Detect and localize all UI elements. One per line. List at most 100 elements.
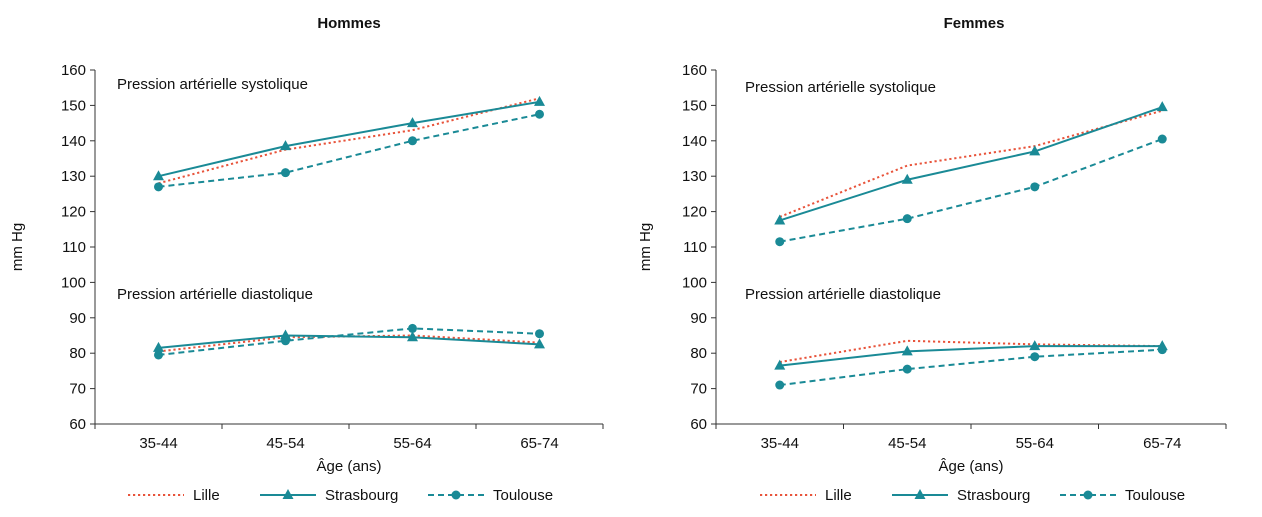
legend-marker: [451, 490, 461, 500]
legend-marker: [282, 489, 294, 499]
legend-item-lille: Lille: [760, 487, 852, 504]
series-line-strasbourg-diastolique: [158, 334, 540, 349]
x-tick-label: 35-44: [139, 435, 177, 452]
legend-label: Strasbourg: [957, 487, 1030, 504]
data-point-toulouse-diastolique: [408, 323, 417, 333]
data-point-toulouse-systolique: [535, 109, 544, 119]
y-tick-label: 70: [69, 381, 86, 398]
data-point-toulouse-diastolique: [154, 350, 163, 360]
x-axis-label: Âge (ans): [938, 458, 1003, 475]
y-tick-label: 80: [690, 345, 707, 362]
legend-item-strasbourg: Strasbourg: [892, 487, 1030, 504]
data-point-toulouse-diastolique: [902, 364, 912, 374]
annotation-systolic: Pression artérielle systolique: [117, 76, 308, 93]
y-tick-label: 110: [62, 239, 86, 256]
x-axis-label: Âge (ans): [316, 458, 381, 475]
y-axis-label: mm Hg: [637, 223, 654, 271]
data-point-toulouse-diastolique: [281, 336, 290, 346]
legend-item-toulouse: Toulouse: [428, 487, 553, 504]
x-tick-label: 55-64: [1016, 435, 1054, 452]
data-point-toulouse-systolique: [775, 237, 785, 247]
data-point-strasbourg-systolique: [153, 170, 164, 181]
data-point-toulouse-diastolique: [775, 380, 785, 390]
legend-item-strasbourg: Strasbourg: [260, 487, 398, 504]
data-point-toulouse-systolique: [1157, 134, 1167, 144]
data-point-strasbourg-systolique: [901, 173, 913, 184]
y-axis-label: mm Hg: [9, 223, 26, 271]
data-point-toulouse-systolique: [408, 136, 417, 146]
y-tick-label: 150: [61, 97, 86, 114]
x-tick-label: 55-64: [393, 435, 431, 452]
x-tick-label: 65-74: [1143, 435, 1181, 452]
data-point-strasbourg-systolique: [407, 117, 418, 128]
legend-marker: [914, 489, 926, 499]
y-tick-label: 70: [690, 381, 707, 398]
y-tick-label: 90: [69, 310, 86, 327]
data-point-strasbourg-diastolique: [534, 338, 545, 349]
data-point-toulouse-diastolique: [535, 329, 544, 339]
legend-label: Toulouse: [1125, 487, 1185, 504]
data-point-toulouse-diastolique: [1030, 352, 1040, 362]
series-line-toulouse-diastolique: [779, 348, 1163, 387]
annotation-diastolic: Pression artérielle diastolique: [117, 286, 313, 303]
y-tick-label: 160: [61, 62, 86, 79]
legend-marker: [1083, 490, 1093, 500]
data-point-strasbourg-diastolique: [280, 329, 291, 340]
chart-title: Hommes: [317, 15, 380, 32]
series-line-toulouse-diastolique: [158, 327, 540, 356]
data-point-strasbourg-diastolique: [407, 331, 418, 342]
data-point-toulouse-diastolique: [1157, 345, 1167, 355]
chart-panel-0: Hommes 60 70 80 90 100 110 120 130 140 150 160 35-44…: [9, 15, 604, 504]
y-tick-label: 150: [682, 97, 707, 114]
legend-label: Lille: [825, 487, 852, 504]
y-tick-label: 60: [690, 416, 707, 433]
y-tick-label: 100: [61, 274, 86, 291]
y-tick-label: 120: [682, 204, 707, 221]
data-point-strasbourg-diastolique: [153, 341, 164, 352]
y-tick-label: 130: [682, 168, 707, 185]
legend-label: Toulouse: [493, 487, 553, 504]
x-tick-label: 45-54: [888, 435, 926, 452]
data-point-strasbourg-systolique: [1029, 145, 1041, 156]
y-tick-label: 120: [61, 204, 86, 221]
data-point-toulouse-systolique: [154, 182, 163, 192]
series-line-strasbourg-diastolique: [779, 345, 1163, 367]
data-point-strasbourg-systolique: [774, 214, 786, 225]
legend-item-toulouse: Toulouse: [1060, 487, 1185, 504]
x-tick-label: 65-74: [520, 435, 558, 452]
legend-item-lille: Lille: [128, 487, 220, 504]
series-line-lille-systolique: [158, 97, 540, 185]
y-tick-label: 160: [682, 62, 707, 79]
legend-label: Strasbourg: [325, 487, 398, 504]
y-tick-label: 90: [690, 310, 707, 327]
annotation-diastolic: Pression artérielle diastolique: [745, 286, 941, 303]
data-point-strasbourg-systolique: [280, 140, 291, 151]
series-line-toulouse-systolique: [158, 113, 540, 188]
series-line-lille-systolique: [779, 109, 1163, 218]
x-tick-label: 35-44: [761, 435, 799, 452]
y-tick-label: 140: [682, 133, 707, 150]
legend-label: Lille: [193, 487, 220, 504]
data-point-toulouse-systolique: [902, 214, 912, 224]
y-tick-label: 80: [69, 345, 86, 362]
data-point-strasbourg-diastolique: [1029, 340, 1041, 351]
data-point-strasbourg-diastolique: [901, 345, 913, 356]
y-tick-label: 140: [61, 133, 86, 150]
chart-panel-1: Femmes 60 70 80 90 100 110 120 130 140 150 160 35-44…: [637, 15, 1227, 504]
x-tick-label: 45-54: [266, 435, 304, 452]
chart-title: Femmes: [944, 15, 1005, 32]
y-tick-label: 100: [682, 274, 707, 291]
series-line-lille-diastolique: [158, 334, 540, 353]
data-point-strasbourg-systolique: [1156, 101, 1168, 112]
y-tick-label: 110: [683, 239, 707, 256]
data-point-toulouse-systolique: [281, 168, 290, 178]
data-point-strasbourg-diastolique: [774, 359, 786, 370]
series-line-strasbourg-systolique: [779, 106, 1163, 222]
y-tick-label: 60: [69, 416, 86, 433]
data-point-toulouse-systolique: [1030, 182, 1040, 192]
series-line-toulouse-systolique: [779, 138, 1163, 243]
data-point-strasbourg-systolique: [534, 95, 545, 106]
annotation-systolic: Pression artérielle systolique: [745, 79, 936, 96]
